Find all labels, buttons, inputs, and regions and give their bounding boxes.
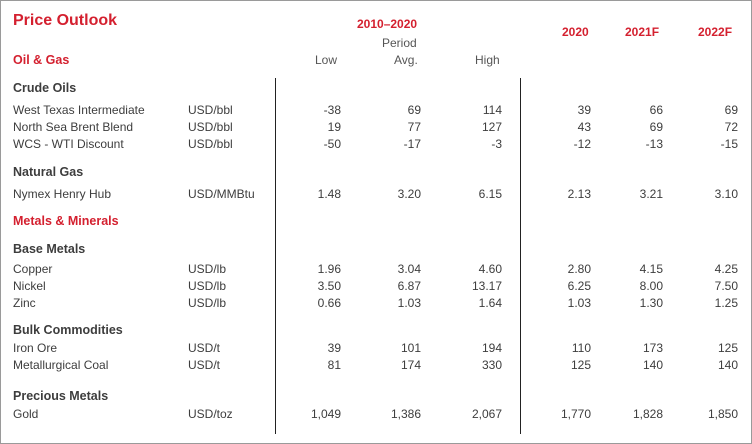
high-value: 4.60 bbox=[478, 262, 502, 276]
row-unit: USD/bbl bbox=[188, 120, 233, 134]
value-2021f: 4.15 bbox=[639, 262, 663, 276]
page-title: Price Outlook bbox=[13, 12, 118, 29]
avg-column-header: Avg. bbox=[394, 53, 418, 67]
row-unit: USD/toz bbox=[188, 407, 233, 421]
value-2020: 1,770 bbox=[560, 407, 591, 421]
period-range-header: 2010–2020 bbox=[357, 17, 418, 31]
value-2021f: 8.00 bbox=[639, 279, 663, 293]
low-value: 1.96 bbox=[317, 262, 341, 276]
value-2022f: 69 bbox=[724, 103, 738, 117]
row-unit: USD/bbl bbox=[188, 103, 233, 117]
row-name: North Sea Brent Blend bbox=[13, 120, 134, 134]
value-2020: 2.13 bbox=[567, 187, 591, 201]
year-2020-header: 2020 bbox=[562, 25, 589, 39]
low-value: 19 bbox=[327, 120, 341, 134]
avg-value: 1,386 bbox=[390, 407, 421, 421]
row-unit: USD/MMBtu bbox=[188, 187, 255, 201]
group-natural-gas: Natural Gas bbox=[13, 165, 84, 179]
row-unit: USD/lb bbox=[188, 279, 227, 293]
low-value: 39 bbox=[327, 341, 341, 355]
avg-value: 3.04 bbox=[397, 262, 421, 276]
avg-value: 3.20 bbox=[397, 187, 421, 201]
avg-value: 101 bbox=[400, 341, 421, 355]
high-value: 6.15 bbox=[478, 187, 502, 201]
value-2020: 1.03 bbox=[567, 296, 591, 310]
row-unit: USD/bbl bbox=[188, 137, 233, 151]
value-2022f: 72 bbox=[724, 120, 738, 134]
section-metals-minerals: Metals & Minerals bbox=[13, 214, 119, 228]
value-2020: 2.80 bbox=[567, 262, 591, 276]
avg-value: 6.87 bbox=[397, 279, 421, 293]
avg-value: 1.03 bbox=[397, 296, 421, 310]
value-2020: -12 bbox=[573, 137, 591, 151]
low-value: 3.50 bbox=[317, 279, 341, 293]
group-base-metals: Base Metals bbox=[13, 242, 86, 256]
value-2022f: -15 bbox=[720, 137, 738, 151]
value-2020: 110 bbox=[571, 341, 591, 355]
value-2021f: 69 bbox=[649, 120, 663, 134]
group-precious-metals: Precious Metals bbox=[13, 389, 109, 403]
low-value: 1.48 bbox=[317, 187, 341, 201]
value-2021f: -13 bbox=[645, 137, 663, 151]
section-oil-gas: Oil & Gas bbox=[13, 53, 70, 67]
row-name: WCS - WTI Discount bbox=[13, 137, 124, 151]
row-unit: USD/lb bbox=[188, 262, 227, 276]
value-2022f: 7.50 bbox=[714, 279, 738, 293]
row-name: Zinc bbox=[13, 296, 36, 310]
period-label-header: Period bbox=[382, 36, 417, 50]
avg-value: 77 bbox=[407, 120, 421, 134]
value-2020: 125 bbox=[570, 358, 591, 372]
avg-value: 174 bbox=[400, 358, 421, 372]
row-name: Iron Ore bbox=[13, 341, 58, 355]
right-divider bbox=[520, 78, 521, 434]
value-2021f: 1.30 bbox=[639, 296, 663, 310]
value-2022f: 1.25 bbox=[714, 296, 738, 310]
low-value: -38 bbox=[323, 103, 341, 117]
high-value: 13.17 bbox=[471, 279, 502, 293]
value-2020: 6.25 bbox=[567, 279, 591, 293]
high-value: 330 bbox=[481, 358, 502, 372]
row-unit: USD/t bbox=[188, 358, 221, 372]
high-value: -3 bbox=[491, 137, 502, 151]
value-2021f: 140 bbox=[642, 358, 663, 372]
value-2020: 39 bbox=[577, 103, 591, 117]
value-2021f: 66 bbox=[649, 103, 663, 117]
group-bulk-commodities: Bulk Commodities bbox=[13, 323, 123, 337]
row-unit: USD/lb bbox=[188, 296, 227, 310]
value-2022f: 4.25 bbox=[714, 262, 738, 276]
row-unit: USD/t bbox=[188, 341, 221, 355]
value-2022f: 140 bbox=[717, 358, 738, 372]
year-2021f-header: 2021F bbox=[625, 25, 660, 39]
row-name: Nickel bbox=[13, 279, 46, 293]
avg-value: 69 bbox=[407, 103, 421, 117]
value-2020: 43 bbox=[577, 120, 591, 134]
high-value: 194 bbox=[481, 341, 502, 355]
high-value: 2,067 bbox=[471, 407, 502, 421]
value-2021f: 173 bbox=[642, 341, 663, 355]
group-crude-oils: Crude Oils bbox=[13, 81, 77, 95]
value-2021f: 3.21 bbox=[639, 187, 663, 201]
value-2022f: 1,850 bbox=[707, 407, 738, 421]
avg-value: -17 bbox=[403, 137, 421, 151]
low-value: 81 bbox=[327, 358, 341, 372]
value-2021f: 1,828 bbox=[632, 407, 663, 421]
left-divider bbox=[275, 78, 276, 434]
value-2022f: 125 bbox=[717, 341, 738, 355]
row-name: Gold bbox=[13, 407, 39, 421]
row-name: Nymex Henry Hub bbox=[13, 187, 112, 201]
row-name: Metallurgical Coal bbox=[13, 358, 109, 372]
row-name: Copper bbox=[13, 262, 53, 276]
value-2022f: 3.10 bbox=[714, 187, 738, 201]
year-2022f-header: 2022F bbox=[698, 25, 733, 39]
high-value: 127 bbox=[481, 120, 502, 134]
high-column-header: High bbox=[475, 53, 500, 67]
high-value: 114 bbox=[482, 103, 502, 117]
low-value: -50 bbox=[323, 137, 341, 151]
row-name: West Texas Intermediate bbox=[13, 103, 145, 117]
low-value: 0.66 bbox=[317, 296, 341, 310]
high-value: 1.64 bbox=[478, 296, 502, 310]
low-value: 1,049 bbox=[310, 407, 341, 421]
low-column-header: Low bbox=[315, 53, 338, 67]
